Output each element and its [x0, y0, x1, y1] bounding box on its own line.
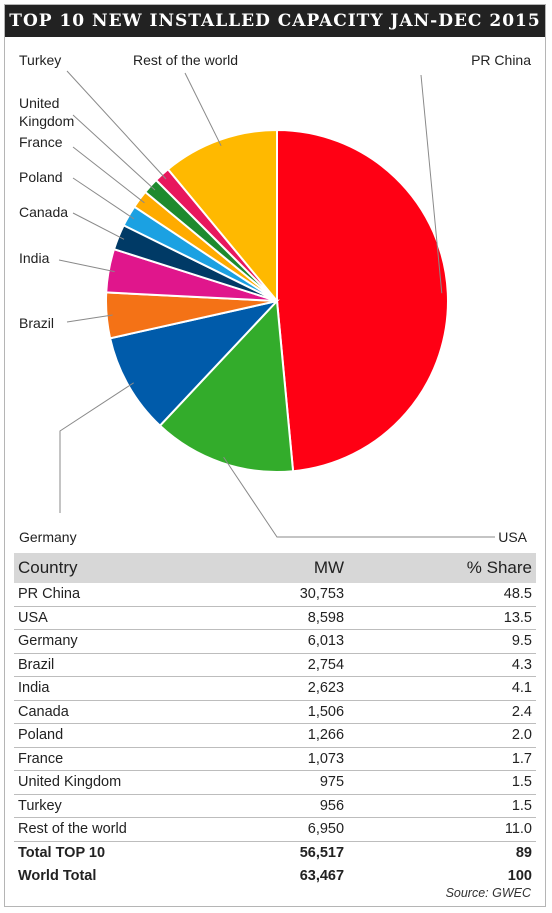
cell-share: 1.5: [348, 794, 536, 818]
pie-slice-usa: [158, 298, 295, 473]
header-country: Country: [14, 553, 223, 583]
table-row: Rest of the world 6,950 11.0: [14, 817, 536, 842]
data-table: Country MW % Share PR China 30,753 48.5 USA…: [14, 553, 536, 888]
cell-share: 11.0: [348, 817, 536, 842]
chart-title: TOP 10 NEW INSTALLED CAPACITY JAN-DEC 20…: [5, 5, 545, 37]
slice-label: France: [19, 134, 63, 150]
leader-line: [420, 74, 443, 294]
cell-country: Canada: [14, 700, 223, 724]
cell-country: Germany: [14, 629, 223, 654]
cell-mw: 30,753: [222, 583, 349, 607]
cell-share: 13.5: [348, 606, 536, 630]
cell-share: 2.4: [348, 700, 536, 724]
cell-country: United Kingdom: [14, 770, 223, 795]
cell-country: France: [14, 747, 223, 771]
cell-share: 1.7: [348, 747, 536, 771]
pie-slices: [105, 128, 449, 473]
cell-share: 2.0: [348, 723, 536, 748]
leader-line: [72, 146, 145, 204]
pie-slice-rest-of-the-world: [166, 128, 278, 304]
chart-frame: TOP 10 NEW INSTALLED CAPACITY JAN-DEC 20…: [4, 4, 546, 907]
table-row: Poland 1,266 2.0: [14, 723, 536, 748]
cell-share: 100: [507, 868, 532, 884]
leader-line: [72, 177, 135, 220]
table-header-row: Country MW % Share: [14, 553, 536, 583]
cell-country: India: [14, 676, 223, 701]
table-body: PR China 30,753 48.5 USA 8,598 13.5 Germany 6,0…: [14, 583, 536, 888]
table-row: United Kingdom 975 1.5: [14, 770, 536, 795]
leader-line: [58, 259, 115, 273]
pie-chart: PR China USA Germany Brazil India Canada Polan…: [19, 52, 531, 545]
cell-mw: 1,266: [222, 723, 349, 748]
slice-label: Canada: [19, 204, 68, 220]
table-row: Germany 6,013 9.5: [14, 629, 536, 654]
slice-label: India: [19, 250, 50, 266]
table-row: USA 8,598 13.5: [14, 606, 536, 630]
source-note: Source: GWEC: [445, 886, 531, 900]
cell-mw: 6,950: [222, 817, 349, 842]
slice-label: Poland: [19, 169, 63, 185]
slice-label: Rest of the world: [133, 52, 238, 68]
cell-share: 48.5: [348, 583, 536, 607]
cell-mw: 56,517: [299, 845, 345, 861]
cell-mw: 1,506: [222, 700, 349, 724]
cell-share: 4.1: [348, 676, 536, 701]
leader-line: [72, 114, 156, 191]
cell-country: Poland: [14, 723, 223, 748]
leader-line: [66, 70, 167, 180]
cell-country: World Total: [18, 868, 97, 884]
slice-label: USA: [498, 529, 527, 545]
cell-mw: 1,073: [222, 747, 349, 771]
total-row: Total TOP 10 56,517 89: [14, 841, 536, 865]
table-row: Canada 1,506 2.4: [14, 700, 536, 724]
table-row: PR China 30,753 48.5: [14, 583, 536, 607]
slice-label: United Kingdom: [19, 95, 74, 129]
table-row: Brazil 2,754 4.3: [14, 653, 536, 677]
total-row: World Total 63,467 100: [14, 865, 536, 888]
cell-share: 89: [515, 845, 532, 861]
table-row: France 1,073 1.7: [14, 747, 536, 771]
cell-share: 9.5: [348, 629, 536, 654]
slice-labels: PR China USA Germany Brazil India Canada Polan…: [19, 52, 531, 545]
cell-share: 4.3: [348, 653, 536, 677]
leader-line: [59, 382, 134, 513]
cell-mw: 2,623: [222, 676, 349, 701]
cell-country: USA: [14, 606, 223, 630]
table-row: India 2,623 4.1: [14, 676, 536, 701]
pie-slice-pr-china: [276, 128, 449, 473]
header-mw: MW: [222, 553, 349, 583]
cell-mw: 63,467: [299, 868, 345, 884]
leader-lines: [58, 70, 495, 538]
slice-label: Brazil: [19, 315, 54, 331]
cell-country: Rest of the world: [14, 817, 223, 842]
cell-country: Brazil: [14, 653, 223, 677]
slice-label: Germany: [19, 529, 77, 545]
cell-mw: 975: [222, 770, 349, 795]
cell-mw: 956: [222, 794, 349, 818]
cell-country: Total TOP 10: [18, 845, 106, 861]
leader-line: [72, 212, 125, 240]
header-share: % Share: [348, 553, 536, 583]
leader-line: [66, 314, 113, 323]
cell-mw: 8,598: [222, 606, 349, 630]
cell-share: 1.5: [348, 770, 536, 795]
leader-line: [223, 456, 495, 538]
cell-country: Turkey: [14, 794, 223, 818]
cell-country: PR China: [14, 583, 223, 607]
table-row: Turkey 956 1.5: [14, 794, 536, 818]
slice-label: Turkey: [19, 52, 61, 68]
slice-label: PR China: [471, 52, 531, 68]
leader-line: [184, 72, 222, 147]
cell-mw: 2,754: [222, 653, 349, 677]
cell-mw: 6,013: [222, 629, 349, 654]
